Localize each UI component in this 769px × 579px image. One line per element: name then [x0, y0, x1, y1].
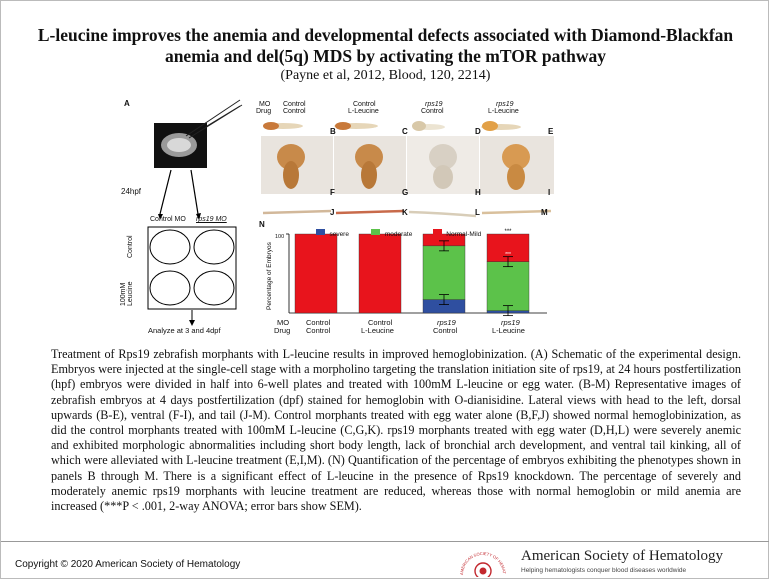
grid-col2-drug: L-Leucine: [348, 108, 379, 115]
grid-col1-mo: Control: [283, 101, 306, 108]
chart-xlabel-col4-mo: rps19: [501, 318, 520, 327]
significance-stars-inner: ***: [505, 252, 511, 258]
chart-xlabel-col4-drug: L-Leucine: [492, 326, 525, 335]
bar-chart-n: *** ***: [286, 229, 547, 317]
plate-row-control: Control: [127, 235, 134, 258]
legend-swatch-normal-mild: [432, 228, 442, 235]
figure: A 24hpf Control MO rps19 MO: [116, 96, 556, 338]
embryo-lateral-c: [334, 122, 378, 130]
embryo-ventral-h: [429, 144, 457, 189]
chart-xlabel-col2-mo: Control: [368, 318, 393, 327]
panel-letter-b: B: [330, 127, 336, 136]
chart-xlabel-col1-drug: Control: [306, 326, 331, 335]
panel-letter-n: N: [259, 220, 265, 229]
chart-ylabel: Percentage of Embryos: [266, 242, 273, 310]
bar-2-normal-mild: [358, 233, 402, 314]
legend-label-severe: severe: [329, 231, 349, 238]
plate-row-leucine: 100mM Leucine: [120, 281, 134, 306]
embryo-ventral-g: [355, 144, 383, 189]
panel-letter-d: D: [475, 127, 481, 136]
embryo-tail-m: [481, 209, 552, 215]
copyright-text: Copyright © 2020 American Society of Hem…: [15, 559, 241, 570]
significance-stars-top: ***: [504, 229, 512, 235]
bar-3-moderate: [422, 245, 466, 300]
chart-xlabel-col1-mo: Control: [306, 318, 331, 327]
panel-a-letter: A: [124, 99, 130, 108]
embryo-lateral-d: [412, 121, 445, 131]
embryo-ventral-i: [502, 144, 530, 190]
ash-name: American Society of Hematology: [521, 548, 724, 564]
panel-letter-l: L: [475, 208, 480, 217]
chart-xlabel-drug: Drug: [274, 326, 291, 335]
panel-letter-e: E: [548, 127, 554, 136]
analyze-label: Analyze at 3 and 4dpf: [148, 326, 221, 335]
panel-a-schematic: [147, 99, 243, 326]
legend-label-normal-mild: Normal-Mild: [446, 231, 482, 238]
panel-letter-m: M: [541, 208, 548, 217]
grid-col4-drug: L-Leucine: [488, 108, 519, 115]
embryo-image-grid: [261, 117, 554, 221]
panel-letter-j: J: [330, 208, 335, 217]
bar-1-normal-mild: [294, 233, 338, 314]
grid-col1-drug: Control: [283, 108, 306, 115]
chart-xlabel-col3-mo: rps19: [437, 318, 456, 327]
grid-header-mo: MO: [259, 101, 271, 108]
legend-swatch-severe: [316, 228, 325, 235]
chart-ytick-100: 100: [275, 234, 285, 240]
grid-col3-mo: rps19: [425, 101, 443, 108]
chart-xlabel-col3-drug: Control: [433, 326, 458, 335]
chart-xlabel-mo: MO: [277, 318, 290, 327]
footer-divider: [1, 541, 769, 542]
panel-letter-i: I: [548, 188, 551, 197]
chart-legend: severe moderate Normal-Mild: [316, 223, 481, 241]
hpf-label: 24hpf: [121, 187, 142, 196]
panel-letter-k: K: [402, 208, 408, 217]
embryo-ventral-f: [277, 144, 305, 189]
grid-col3-drug: Control: [421, 108, 444, 115]
figure-caption: Treatment of Rps19 zebrafish morphants w…: [51, 347, 741, 514]
bar-4-moderate: [486, 261, 530, 311]
citation: (Payne et al, 2012, Blood, 120, 2214): [280, 68, 491, 83]
panel-letter-c: C: [402, 127, 408, 136]
panel-letter-g: G: [402, 188, 409, 197]
grid-col2-mo: Control: [353, 101, 376, 108]
embryo-lateral-e: [481, 121, 521, 131]
legend-label-moderate: moderate: [384, 231, 413, 238]
plate-col-control-mo: Control MO: [150, 216, 186, 223]
embryo-tail-l: [408, 210, 477, 218]
ash-tagline: Helping hematologists conquer blood dise…: [521, 567, 687, 574]
panel-letter-f: F: [330, 188, 335, 197]
embryo-lateral-b: [263, 122, 303, 130]
embryo-tail-k: [335, 209, 405, 215]
plate-col-rps19-mo: rps19 MO: [196, 216, 227, 223]
embryo-tail-j: [262, 209, 332, 215]
grid-header-drug: Drug: [256, 108, 272, 115]
slide-title: L-leucine improves the anemia and develo…: [37, 25, 734, 66]
legend-swatch-moderate: [371, 228, 381, 235]
grid-col4-mo: rps19: [496, 101, 514, 108]
panel-letter-h: H: [475, 188, 481, 197]
chart-xlabel-col2-drug: L-Leucine: [361, 326, 394, 335]
ash-logo: AMERICAN SOCIETY OF HEMATOLOGY: [453, 547, 507, 577]
